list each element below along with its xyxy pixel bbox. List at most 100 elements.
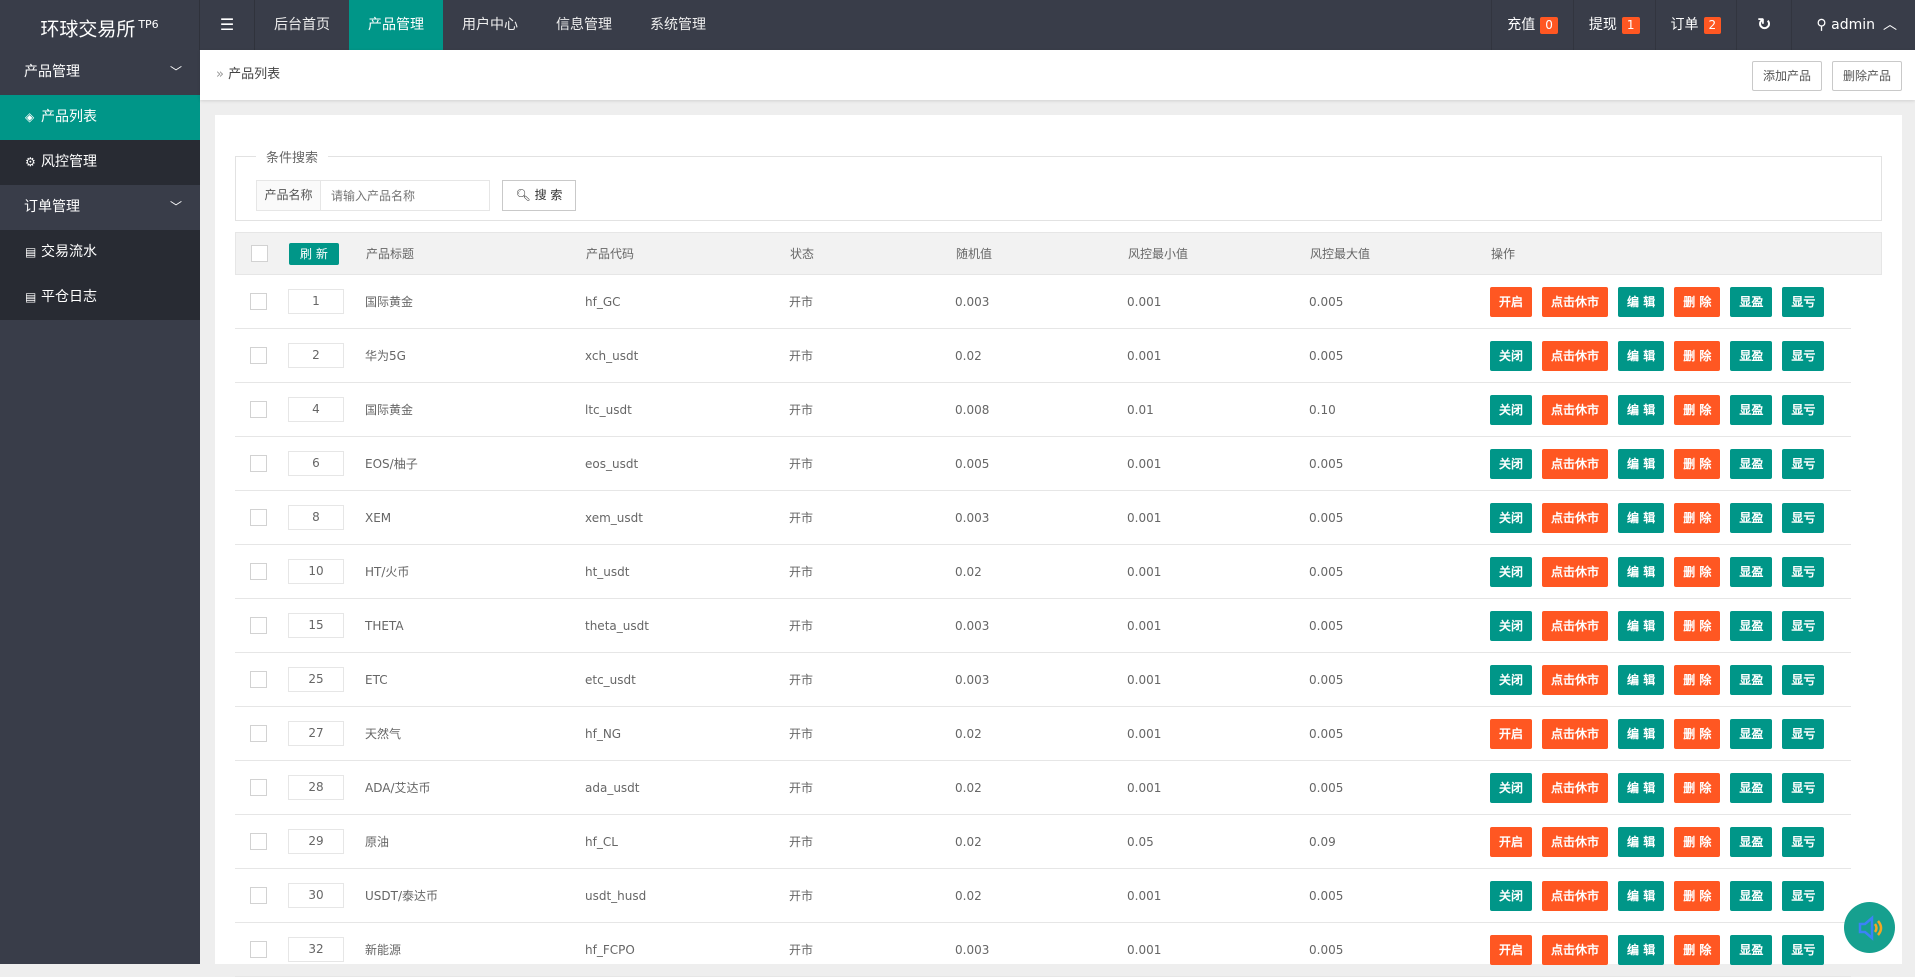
edit-button[interactable]: 编 辑 (1618, 719, 1665, 749)
close-market-button[interactable]: 点击休市 (1542, 665, 1609, 695)
order-link[interactable]: 订单 2 (1654, 0, 1737, 50)
show-loss-button[interactable]: 显亏 (1782, 665, 1825, 695)
row-checkbox[interactable] (250, 833, 267, 850)
recharge-link[interactable]: 充值 0 (1491, 0, 1573, 50)
close-market-button[interactable]: 点击休市 (1542, 503, 1609, 533)
show-loss-button[interactable]: 显亏 (1782, 287, 1825, 317)
row-checkbox[interactable] (250, 563, 267, 580)
show-profit-button[interactable]: 显盈 (1730, 449, 1773, 479)
row-checkbox[interactable] (250, 779, 267, 796)
search-button[interactable]: 🔍︎ 搜 索 (502, 180, 576, 211)
show-profit-button[interactable]: 显盈 (1730, 827, 1773, 857)
close-button[interactable]: 关闭 (1490, 611, 1533, 641)
show-profit-button[interactable]: 显盈 (1730, 611, 1773, 641)
withdraw-link[interactable]: 提现 1 (1572, 0, 1655, 50)
show-loss-button[interactable]: 显亏 (1782, 503, 1825, 533)
delete-button[interactable]: 删 除 (1674, 611, 1721, 641)
close-market-button[interactable]: 点击休市 (1542, 773, 1609, 803)
sort-input[interactable]: 1 (288, 289, 344, 314)
close-market-button[interactable]: 点击休市 (1542, 827, 1609, 857)
show-loss-button[interactable]: 显亏 (1782, 449, 1825, 479)
refresh-button[interactable]: 刷 新 (289, 242, 339, 265)
delete-button[interactable]: 删 除 (1674, 719, 1721, 749)
sort-input[interactable]: 25 (288, 667, 344, 692)
show-profit-button[interactable]: 显盈 (1730, 773, 1773, 803)
delete-button[interactable]: 删 除 (1674, 827, 1721, 857)
row-checkbox[interactable] (250, 401, 267, 418)
row-checkbox[interactable] (250, 887, 267, 904)
row-checkbox[interactable] (250, 455, 267, 472)
sidebar-group-orders[interactable]: 订单管理 ﹀ (0, 185, 200, 230)
sort-input[interactable]: 10 (288, 559, 344, 584)
add-product-button[interactable]: 添加产品 (1752, 61, 1823, 91)
show-profit-button[interactable]: 显盈 (1730, 287, 1773, 317)
edit-button[interactable]: 编 辑 (1618, 341, 1665, 371)
sidebar-item-close-log[interactable]: ▤ 平仓日志 (0, 275, 200, 320)
sort-input[interactable]: 8 (288, 505, 344, 530)
close-market-button[interactable]: 点击休市 (1542, 287, 1609, 317)
show-loss-button[interactable]: 显亏 (1782, 557, 1825, 587)
edit-button[interactable]: 编 辑 (1618, 773, 1665, 803)
sort-input[interactable]: 4 (288, 397, 344, 422)
show-profit-button[interactable]: 显盈 (1730, 395, 1773, 425)
close-market-button[interactable]: 点击休市 (1542, 341, 1609, 371)
close-button[interactable]: 关闭 (1490, 341, 1533, 371)
edit-button[interactable]: 编 辑 (1618, 881, 1665, 911)
show-profit-button[interactable]: 显盈 (1730, 881, 1773, 911)
delete-button[interactable]: 删 除 (1674, 773, 1721, 803)
edit-button[interactable]: 编 辑 (1618, 287, 1665, 317)
sidebar-item-product-list[interactable]: ◈ 产品列表 (0, 95, 200, 140)
show-profit-button[interactable]: 显盈 (1730, 665, 1773, 695)
close-button[interactable]: 关闭 (1490, 665, 1533, 695)
edit-button[interactable]: 编 辑 (1618, 449, 1665, 479)
product-name-input[interactable] (321, 181, 489, 210)
close-market-button[interactable]: 点击休市 (1542, 719, 1609, 749)
user-menu[interactable]: ⚲ admin ︿ (1791, 0, 1915, 50)
delete-button[interactable]: 删 除 (1674, 557, 1721, 587)
menu-fold-icon[interactable]: ☰ (200, 0, 255, 50)
refresh-icon[interactable]: ↻ (1736, 0, 1791, 50)
row-checkbox[interactable] (250, 941, 267, 958)
show-loss-button[interactable]: 显亏 (1782, 611, 1825, 641)
close-market-button[interactable]: 点击休市 (1542, 935, 1609, 965)
delete-button[interactable]: 删 除 (1674, 395, 1721, 425)
sort-input[interactable]: 32 (288, 937, 344, 962)
open-button[interactable]: 开启 (1490, 827, 1533, 857)
show-loss-button[interactable]: 显亏 (1782, 341, 1825, 371)
nav-home[interactable]: 后台首页 (274, 17, 330, 33)
edit-button[interactable]: 编 辑 (1618, 665, 1665, 695)
row-checkbox[interactable] (250, 617, 267, 634)
row-checkbox[interactable] (250, 671, 267, 688)
show-profit-button[interactable]: 显盈 (1730, 341, 1773, 371)
close-button[interactable]: 关闭 (1490, 503, 1533, 533)
close-market-button[interactable]: 点击休市 (1542, 611, 1609, 641)
show-loss-button[interactable]: 显亏 (1782, 773, 1825, 803)
sort-input[interactable]: 6 (288, 451, 344, 476)
close-button[interactable]: 关闭 (1490, 773, 1533, 803)
sort-input[interactable]: 15 (288, 613, 344, 638)
edit-button[interactable]: 编 辑 (1618, 395, 1665, 425)
sort-input[interactable]: 30 (288, 883, 344, 908)
show-loss-button[interactable]: 显亏 (1782, 395, 1825, 425)
close-button[interactable]: 关闭 (1490, 881, 1533, 911)
close-button[interactable]: 关闭 (1490, 449, 1533, 479)
delete-button[interactable]: 删 除 (1674, 935, 1721, 965)
sidebar-item-transactions[interactable]: ▤ 交易流水 (0, 230, 200, 275)
show-profit-button[interactable]: 显盈 (1730, 503, 1773, 533)
sidebar-item-risk-control[interactable]: ⚙ 风控管理 (0, 140, 200, 185)
nav-users[interactable]: 用户中心 (462, 17, 518, 33)
row-checkbox[interactable] (250, 509, 267, 526)
edit-button[interactable]: 编 辑 (1618, 935, 1665, 965)
delete-button[interactable]: 删 除 (1674, 449, 1721, 479)
sound-toggle-button[interactable] (1844, 902, 1895, 953)
select-all-checkbox[interactable] (251, 245, 268, 262)
nav-products[interactable]: 产品管理 (349, 0, 443, 50)
sort-input[interactable]: 2 (288, 343, 344, 368)
row-checkbox[interactable] (250, 725, 267, 742)
show-loss-button[interactable]: 显亏 (1782, 827, 1825, 857)
close-market-button[interactable]: 点击休市 (1542, 557, 1609, 587)
delete-product-button[interactable]: 删除产品 (1832, 61, 1903, 91)
open-button[interactable]: 开启 (1490, 287, 1533, 317)
close-button[interactable]: 关闭 (1490, 395, 1533, 425)
delete-button[interactable]: 删 除 (1674, 287, 1721, 317)
